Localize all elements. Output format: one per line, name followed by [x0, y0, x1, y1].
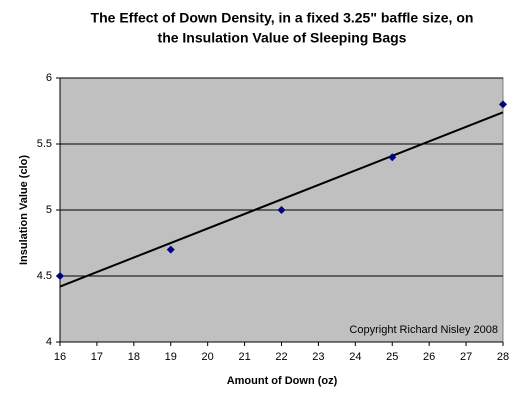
x-tick-label: 18 — [128, 351, 140, 363]
x-tick-label: 23 — [312, 351, 324, 363]
point — [56, 272, 64, 280]
x-tick-label: 20 — [202, 351, 214, 363]
point — [499, 100, 507, 109]
x-tick-label: 16 — [54, 351, 66, 363]
point — [388, 153, 397, 162]
trendline — [59, 111, 504, 288]
chart-title: the Insulation Value of Sleeping Bags — [158, 30, 407, 46]
x-tick-label: 21 — [238, 351, 250, 363]
x-tick-label: 25 — [386, 351, 398, 363]
x-axis-title: Amount of Down (oz) — [227, 375, 338, 387]
y-tick-label: 5 — [46, 204, 52, 216]
y-tick-label: 6 — [46, 72, 52, 84]
point — [166, 245, 175, 254]
y-axis-title: Insulation Value (clo) — [18, 155, 30, 265]
y-tick-label: 5.5 — [37, 138, 52, 150]
y-tick-label: 4 — [46, 336, 52, 348]
x-tick-label: 27 — [460, 351, 472, 363]
x-tick-label: 28 — [497, 351, 509, 363]
point — [277, 206, 286, 214]
x-tick-label: 17 — [91, 351, 103, 363]
y-tick-label: 4.5 — [37, 270, 52, 282]
x-tick-label: 19 — [165, 351, 177, 363]
x-tick-label: 26 — [423, 351, 435, 363]
chart-title: The Effect of Down Density, in a fixed 3… — [91, 10, 474, 26]
x-tick-label: 22 — [275, 351, 287, 363]
annotation: Copyright Richard Nisley 2008 — [349, 324, 498, 336]
x-tick-label: 24 — [349, 351, 361, 363]
